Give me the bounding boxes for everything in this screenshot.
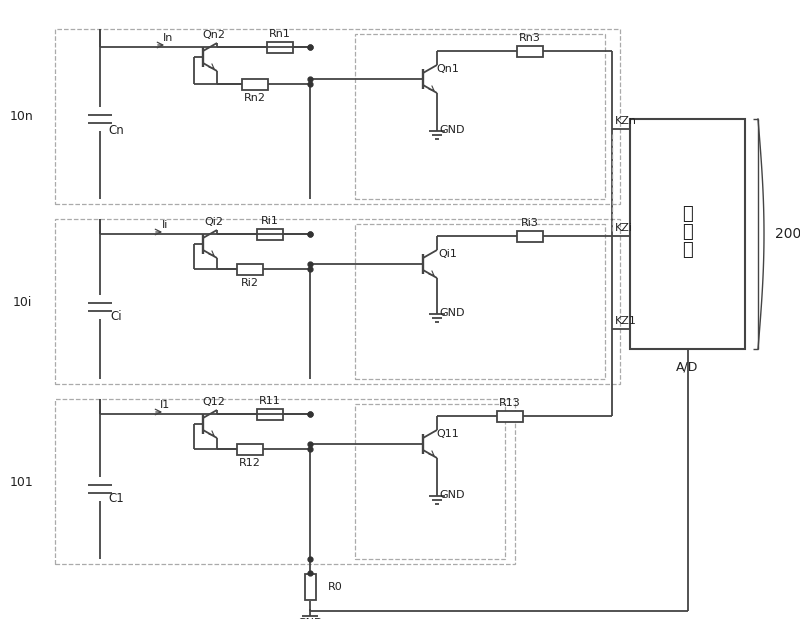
Text: GND: GND	[298, 618, 322, 619]
Text: In: In	[163, 33, 173, 43]
Text: Ri3: Ri3	[521, 218, 539, 228]
Text: Qn2: Qn2	[202, 30, 226, 40]
Text: A/D: A/D	[676, 360, 698, 373]
Text: 制: 制	[682, 223, 693, 241]
Bar	[55, 29, 620, 204]
Text: 10n: 10n	[10, 111, 34, 124]
Text: R13: R13	[499, 398, 521, 408]
Text: 200: 200	[775, 227, 800, 241]
Text: I1: I1	[160, 400, 170, 410]
Text: Ii: Ii	[162, 220, 168, 230]
Text: C1: C1	[108, 493, 124, 506]
Text: Cn: Cn	[108, 124, 124, 137]
Text: GND: GND	[439, 490, 465, 500]
Text: Rn3: Rn3	[519, 33, 541, 43]
Text: R11: R11	[259, 396, 281, 406]
Text: 101: 101	[10, 475, 34, 488]
Bar	[55, 219, 620, 384]
Bar	[355, 34, 605, 199]
Text: Ri2: Ri2	[241, 278, 259, 288]
Text: Rn1: Rn1	[269, 29, 291, 39]
Text: KZ1: KZ1	[615, 316, 637, 326]
Text: 10i: 10i	[12, 295, 32, 308]
Text: 控: 控	[682, 205, 693, 223]
Bar	[305, 574, 315, 600]
Text: R0: R0	[328, 582, 342, 592]
Text: Qn1: Qn1	[437, 64, 459, 74]
Text: KZi: KZi	[615, 223, 633, 233]
Bar	[257, 409, 283, 420]
Text: Qi2: Qi2	[205, 217, 223, 227]
Bar	[55, 399, 515, 564]
Bar	[497, 410, 523, 422]
Text: Ri1: Ri1	[261, 216, 279, 226]
Bar	[517, 230, 543, 241]
Text: KZn: KZn	[615, 116, 637, 126]
Bar	[242, 79, 268, 90]
Bar	[517, 46, 543, 56]
Text: GND: GND	[439, 308, 465, 318]
Text: GND: GND	[439, 125, 465, 135]
Text: Ci: Ci	[110, 311, 122, 324]
Bar	[355, 224, 605, 379]
Text: Rn2: Rn2	[244, 93, 266, 103]
Text: R12: R12	[239, 458, 261, 468]
Bar	[237, 443, 263, 454]
Text: Qi1: Qi1	[438, 249, 458, 259]
Text: Q12: Q12	[202, 397, 226, 407]
Bar	[237, 264, 263, 274]
Bar	[257, 228, 283, 240]
Bar	[630, 119, 745, 349]
Bar	[267, 41, 293, 53]
Text: Q11: Q11	[437, 429, 459, 439]
Bar	[355, 404, 505, 559]
Text: 器: 器	[682, 241, 693, 259]
